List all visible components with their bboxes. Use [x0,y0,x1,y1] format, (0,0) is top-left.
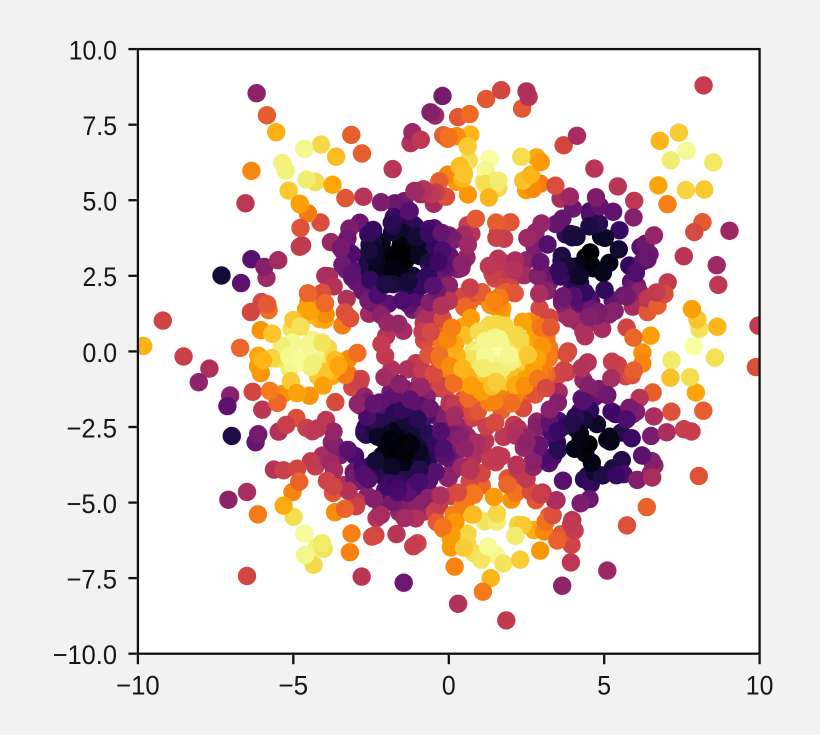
svg-text:0.0: 0.0 [83,338,118,368]
svg-text:2.5: 2.5 [83,262,118,292]
svg-text:5.0: 5.0 [83,187,118,217]
svg-text:−5.0: −5.0 [67,489,118,519]
svg-text:5: 5 [597,670,611,700]
svg-text:0: 0 [442,670,456,700]
svg-text:10: 10 [746,670,774,700]
svg-text:−5: −5 [278,670,308,700]
svg-text:−7.5: −7.5 [67,565,118,595]
svg-text:−2.5: −2.5 [67,413,118,443]
svg-text:10.0: 10.0 [69,36,117,66]
svg-text:−10.0: −10.0 [53,640,117,670]
svg-text:−10: −10 [116,670,160,700]
svg-text:7.5: 7.5 [83,111,118,141]
